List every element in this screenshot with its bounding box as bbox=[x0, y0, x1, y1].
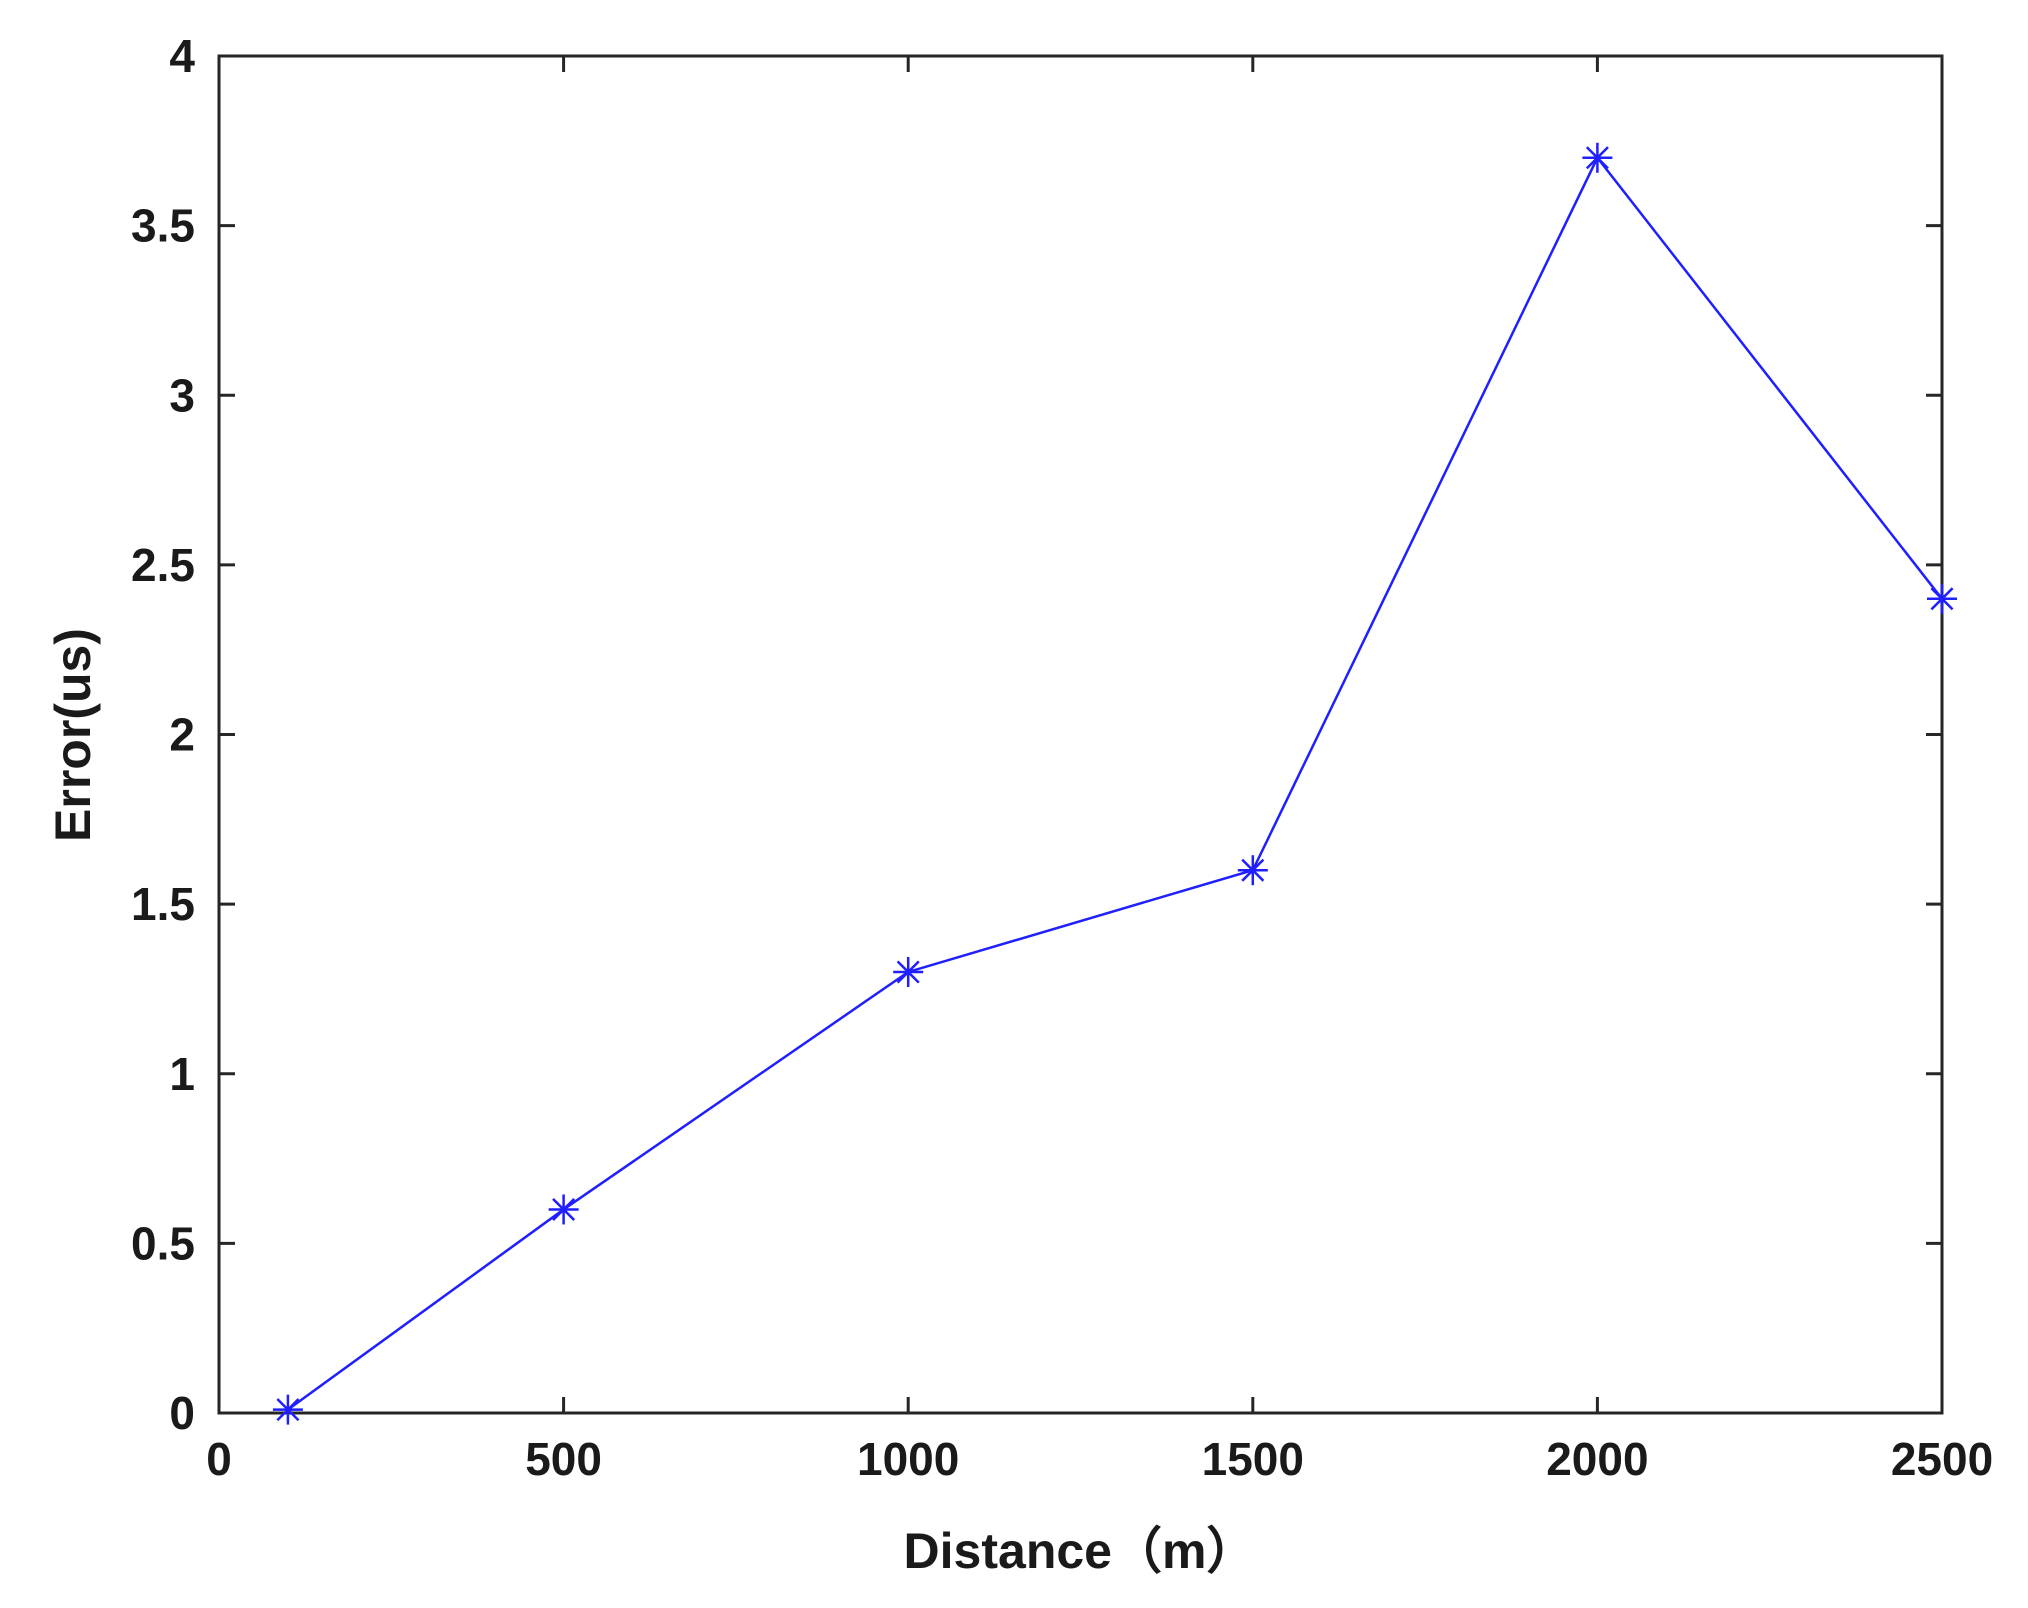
data-point-marker bbox=[1582, 142, 1613, 173]
x-tick-label: 2500 bbox=[1891, 1433, 1993, 1485]
x-tick-label: 0 bbox=[206, 1433, 232, 1485]
data-point-marker bbox=[548, 1194, 579, 1225]
data-point-marker bbox=[1927, 583, 1957, 614]
x-axis-title: Distance（m） bbox=[904, 1523, 1257, 1579]
data-point-marker bbox=[1237, 855, 1268, 886]
data-point-marker bbox=[893, 956, 924, 987]
y-tick-label: 1 bbox=[169, 1048, 195, 1100]
plot-area bbox=[217, 54, 1944, 1415]
x-tick-label: 2000 bbox=[1546, 1433, 1648, 1485]
y-tick-label: 1.5 bbox=[131, 878, 195, 930]
y-tick-label: 0.5 bbox=[131, 1217, 195, 1269]
data-point-marker bbox=[272, 1394, 303, 1425]
x-tick-label: 1500 bbox=[1202, 1433, 1304, 1485]
y-tick-label: 2.5 bbox=[131, 539, 195, 591]
y-tick-label: 2 bbox=[169, 709, 195, 761]
y-tick-label: 3 bbox=[169, 369, 195, 421]
y-tick-label: 3.5 bbox=[131, 200, 195, 252]
y-axis-title: Error(us) bbox=[45, 628, 101, 842]
x-tick-label: 500 bbox=[525, 1433, 602, 1485]
x-tick-label: 1000 bbox=[857, 1433, 959, 1485]
y-tick-label: 0 bbox=[169, 1387, 195, 1439]
series-layer bbox=[272, 142, 1957, 1425]
ticks: 0 500 1000 1500 2000 2500 0 0.5 1 1.5 2 2.5 3 3.5 4 bbox=[131, 30, 1993, 1485]
y-tick-label: 4 bbox=[169, 30, 195, 82]
series-line bbox=[287, 155, 1943, 1411]
